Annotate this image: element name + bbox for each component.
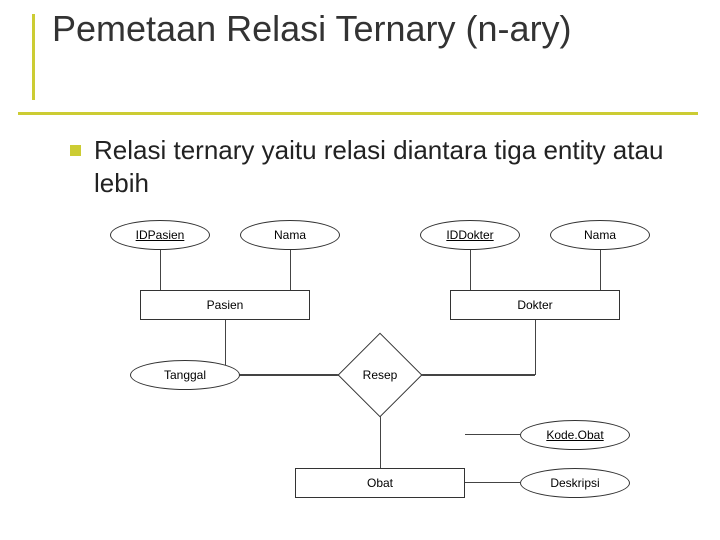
entity-dokter: Dokter (450, 290, 620, 320)
title-block: Pemetaan Relasi Ternary (n-ary) (52, 8, 700, 49)
bullet-icon (70, 145, 81, 156)
attr-label: Deskripsi (550, 476, 599, 490)
edge (410, 374, 535, 376)
entity-label: Dokter (517, 298, 552, 312)
edge (160, 250, 161, 290)
attr-label: IDPasien (136, 228, 185, 242)
attr-label: Kode.Obat (546, 428, 603, 442)
edge (465, 482, 520, 483)
attr-nama-dokter: Nama (550, 220, 650, 250)
edge (240, 374, 348, 376)
edge (290, 250, 291, 290)
entity-obat: Obat (295, 468, 465, 498)
entity-label: Obat (367, 476, 393, 490)
bullet-text: Relasi ternary yaitu relasi diantara tig… (94, 134, 684, 199)
attr-label: Nama (584, 228, 616, 242)
relationship-label: Resep (350, 368, 410, 382)
edge (465, 434, 520, 435)
entity-label: Pasien (207, 298, 244, 312)
attr-label: Tanggal (164, 368, 206, 382)
entity-pasien: Pasien (140, 290, 310, 320)
attr-label: IDDokter (446, 228, 493, 242)
edge (470, 250, 471, 290)
attr-nama-pasien: Nama (240, 220, 340, 250)
edge (600, 250, 601, 290)
accent-horizontal (18, 112, 698, 115)
attr-tanggal: Tanggal (130, 360, 240, 390)
attr-kodeobat: Kode.Obat (520, 420, 630, 450)
edge (535, 320, 536, 375)
er-diagram: IDPasien Nama IDDokter Nama Tanggal Kode… (90, 220, 670, 520)
slide-title: Pemetaan Relasi Ternary (n-ary) (52, 8, 700, 49)
attr-label: Nama (274, 228, 306, 242)
attr-deskripsi: Deskripsi (520, 468, 630, 498)
attr-idpasien: IDPasien (110, 220, 210, 250)
attr-iddokter: IDDokter (420, 220, 520, 250)
accent-vertical (32, 14, 35, 100)
